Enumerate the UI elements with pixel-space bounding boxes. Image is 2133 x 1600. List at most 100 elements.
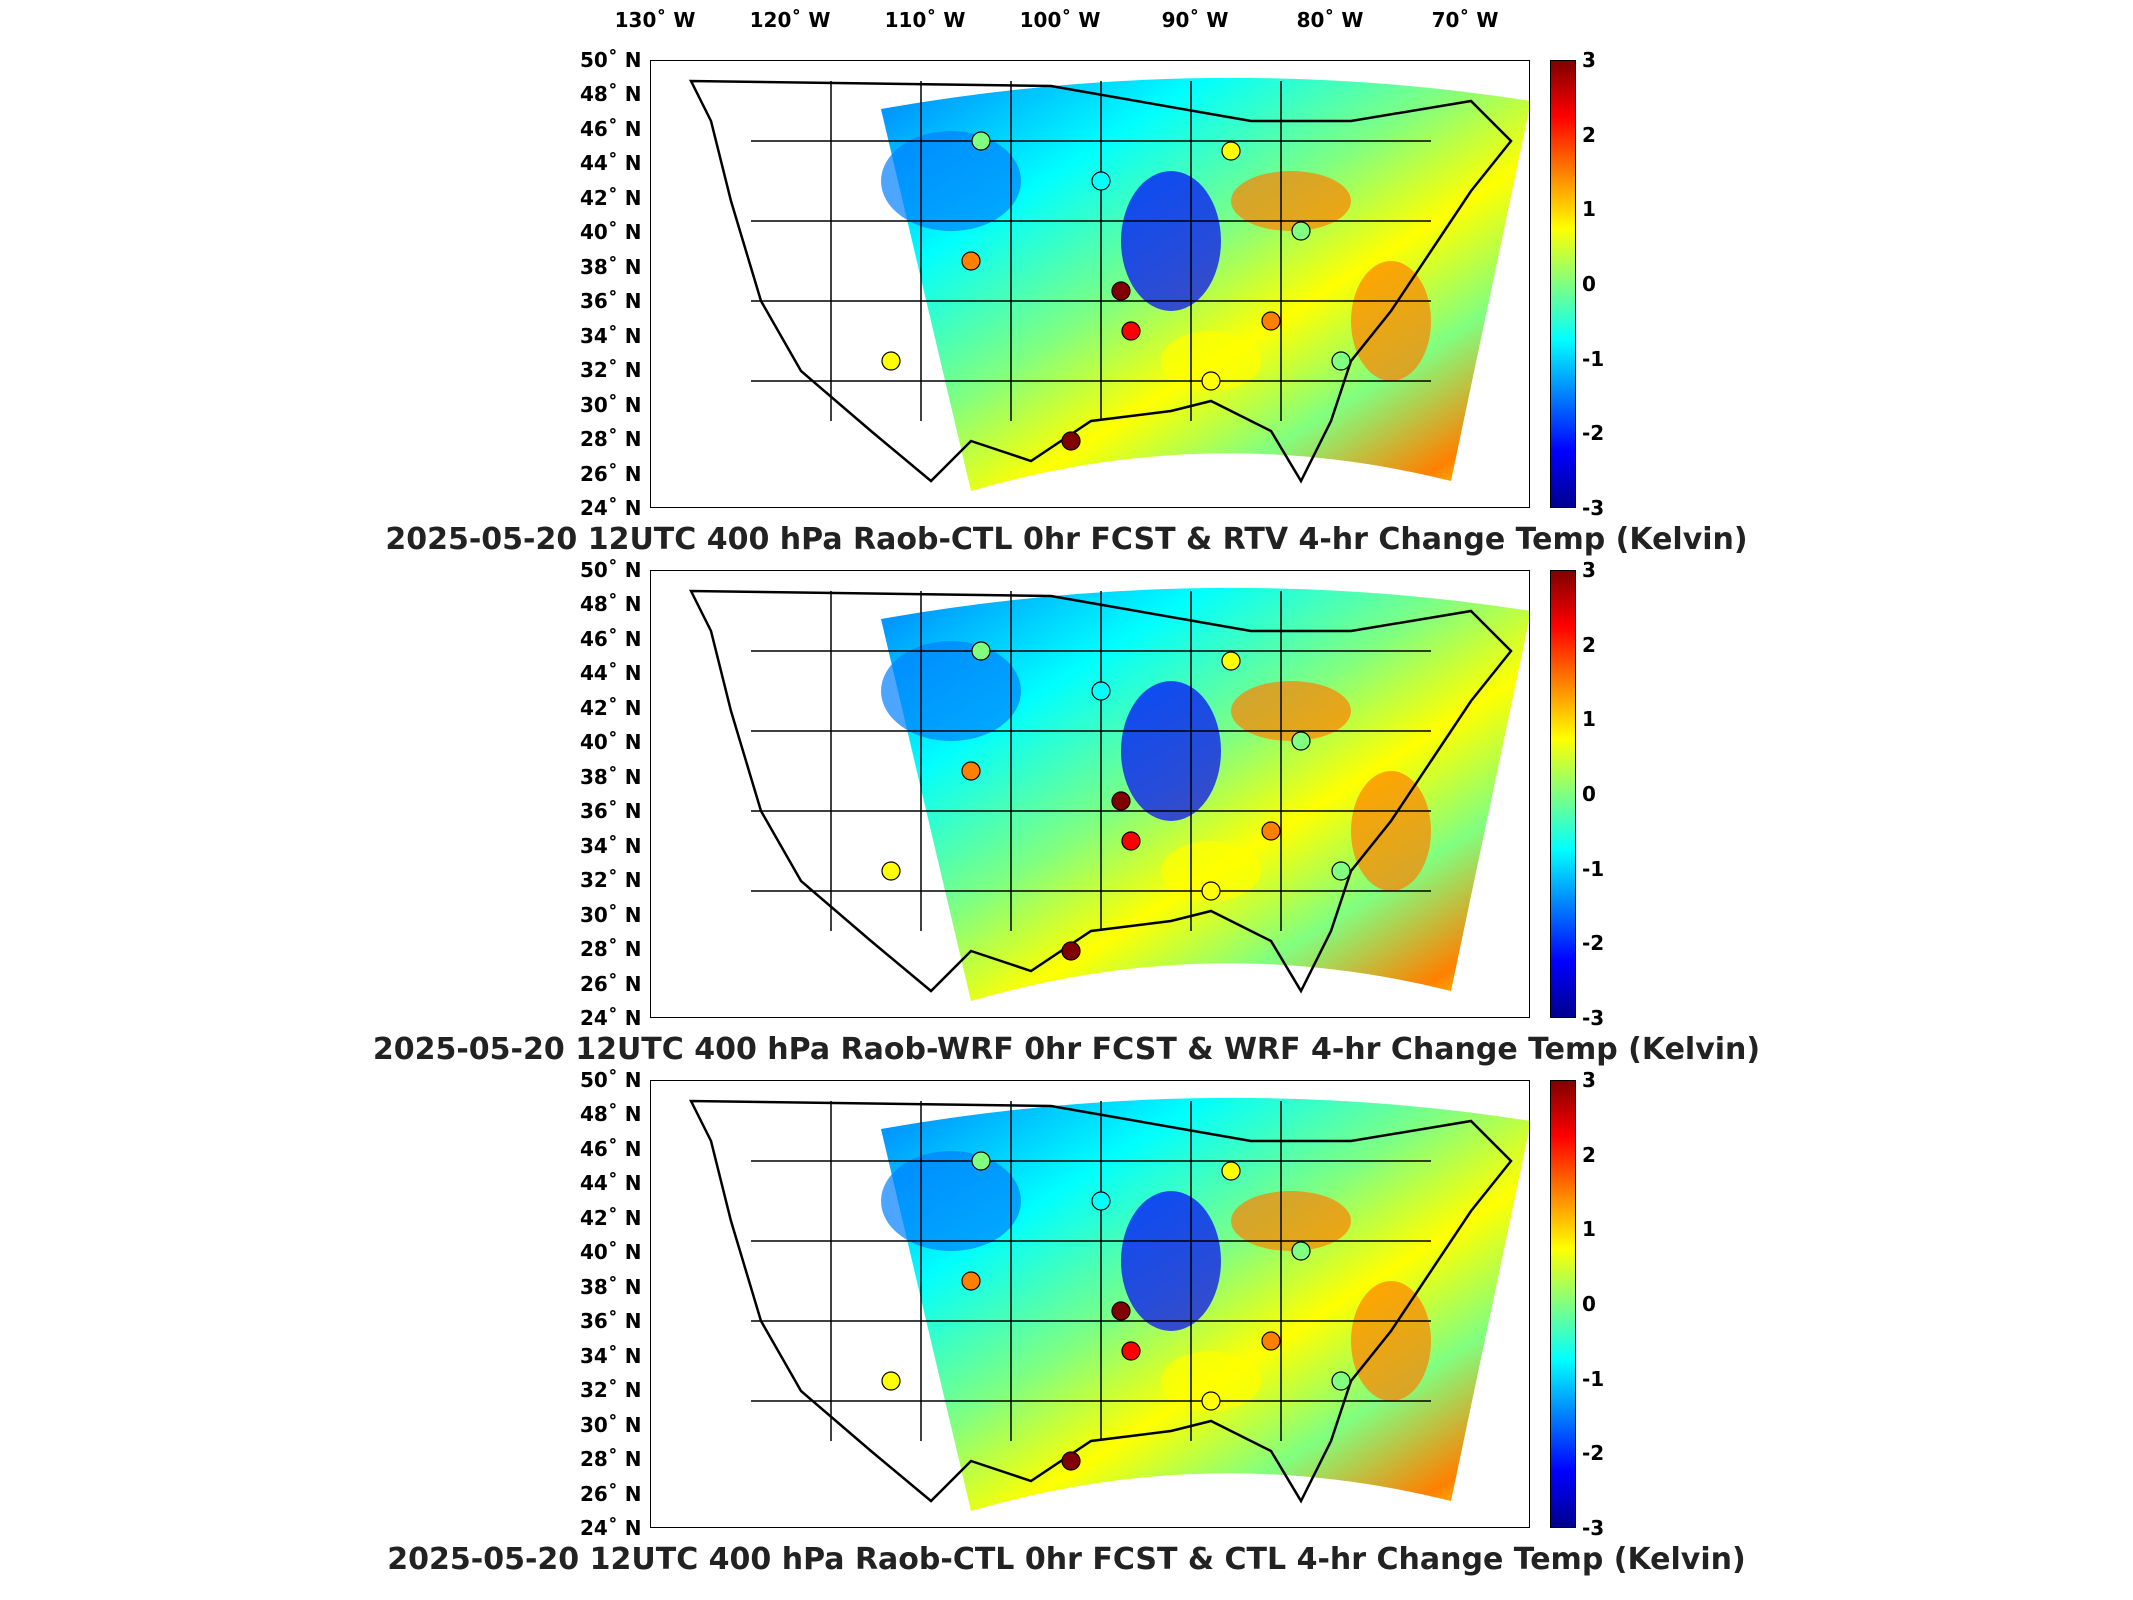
lat-label: 26˚ N: [580, 461, 642, 486]
panel-caption: 2025-05-20 12UTC 400 hPa Raob-WRF 0hr FC…: [372, 1032, 1761, 1067]
raob-station-marker: [1121, 831, 1141, 851]
raob-station-marker: [1261, 1331, 1281, 1351]
raob-station-marker: [1061, 431, 1081, 451]
lat-label: 28˚ N: [580, 427, 642, 452]
raob-station-marker: [1221, 651, 1241, 671]
colorbar-tick: -1: [1582, 1366, 1605, 1391]
field-anomaly: [1161, 1351, 1261, 1411]
panel-caption: 2025-05-20 12UTC 400 hPa Raob-CTL 0hr FC…: [387, 1542, 1746, 1577]
lat-label: 32˚ N: [580, 1378, 642, 1403]
lat-label: 50˚ N: [580, 1068, 642, 1092]
raob-station-marker: [1331, 1371, 1351, 1391]
field-anomaly: [1161, 841, 1261, 901]
lat-label: 44˚ N: [580, 1171, 642, 1196]
colorbar: [1550, 570, 1576, 1018]
colorbar-tick: -2: [1582, 421, 1605, 446]
colorbar-tick: 1: [1582, 197, 1596, 222]
lat-label: 46˚ N: [580, 116, 642, 141]
coastline-outline: [688, 589, 1513, 994]
colorbar-tick: -3: [1582, 1006, 1605, 1030]
field-anomaly: [881, 131, 1021, 231]
lat-label: 36˚ N: [580, 289, 642, 314]
map-panel-3: 50˚ N 48˚ N 46˚ N 44˚ N 42˚ N 40˚ N 38˚ N 36˚ N…: [0, 1068, 2133, 1600]
lat-label: 36˚ N: [580, 799, 642, 824]
field-anomaly: [1161, 331, 1261, 391]
lat-label: 40˚ N: [580, 1240, 642, 1265]
colorbar: [1550, 1080, 1576, 1528]
lon-label: 120˚ W: [749, 8, 831, 32]
raob-station-marker: [971, 1151, 991, 1171]
colorbar-tick: 1: [1582, 1217, 1596, 1242]
raob-station-marker: [1221, 1161, 1241, 1181]
colorbar-tick: 0: [1582, 272, 1596, 296]
lon-label: 80˚ W: [1296, 8, 1364, 32]
lat-label: 46˚ N: [580, 1136, 642, 1161]
map-panel-2: 50˚ N 48˚ N 46˚ N 44˚ N 42˚ N 40˚ N 38˚ N 36˚ N…: [0, 558, 2133, 1090]
lat-label: 50˚ N: [580, 48, 642, 72]
raob-station-marker: [1111, 281, 1131, 301]
map-frame: [650, 1080, 1530, 1528]
colorbar-tick: 3: [1582, 1068, 1596, 1092]
colorbar-tick: 0: [1582, 1292, 1596, 1316]
raob-station-marker: [1261, 821, 1281, 841]
raob-station-marker: [1061, 941, 1081, 961]
field-anomaly: [881, 641, 1021, 741]
colorbar-tick: 2: [1582, 632, 1596, 657]
raob-station-marker: [881, 1371, 901, 1391]
lat-label: 42˚ N: [580, 185, 642, 210]
raob-station-marker: [1121, 1341, 1141, 1361]
raob-station-marker: [1201, 371, 1221, 391]
colorbar-tick: -1: [1582, 346, 1605, 371]
lat-label: 38˚ N: [580, 254, 642, 279]
field-anomaly: [1231, 681, 1351, 741]
lat-label: 42˚ N: [580, 1205, 642, 1230]
coastline-outline: [688, 79, 1513, 484]
lat-label: 42˚ N: [580, 695, 642, 720]
map-frame: [650, 570, 1530, 1018]
colorbar-tick: -2: [1582, 931, 1605, 956]
colorbar-tick: -1: [1582, 856, 1605, 881]
panel-caption: 2025-05-20 12UTC 400 hPa Raob-CTL 0hr FC…: [385, 522, 1748, 557]
lat-label: 34˚ N: [580, 833, 642, 858]
lat-label: 32˚ N: [580, 358, 642, 383]
raob-station-marker: [1091, 171, 1111, 191]
lon-label: 100˚ W: [1019, 8, 1101, 32]
map-panel-1: 50˚ N 48˚ N 46˚ N 44˚ N 42˚ N 40˚ N 38˚ N 36˚ N…: [0, 48, 2133, 580]
raob-station-marker: [881, 351, 901, 371]
lat-label: 34˚ N: [580, 1343, 642, 1368]
lat-label: 24˚ N: [580, 1006, 642, 1030]
raob-station-marker: [1291, 731, 1311, 751]
lat-label: 28˚ N: [580, 937, 642, 962]
lat-label: 50˚ N: [580, 558, 642, 582]
lon-label: 90˚ W: [1161, 8, 1229, 32]
raob-station-marker: [961, 251, 981, 271]
field-anomaly: [1121, 1191, 1221, 1331]
field-anomaly: [1121, 681, 1221, 821]
raob-station-marker: [1291, 1241, 1311, 1261]
colorbar-tick: -3: [1582, 496, 1605, 520]
lat-label: 40˚ N: [580, 730, 642, 755]
lat-label: 46˚ N: [580, 626, 642, 651]
map-frame: [650, 60, 1530, 508]
lat-label: 36˚ N: [580, 1309, 642, 1334]
field-anomaly: [1351, 1281, 1431, 1401]
lat-label: 24˚ N: [580, 1516, 642, 1540]
lon-label: 70˚ W: [1431, 8, 1499, 32]
coastline-outline: [688, 1099, 1513, 1504]
field-anomaly: [881, 1151, 1021, 1251]
raob-station-marker: [1201, 1391, 1221, 1411]
lat-label: 28˚ N: [580, 1447, 642, 1472]
raob-station-marker: [881, 861, 901, 881]
raob-station-marker: [1111, 1301, 1131, 1321]
lat-label: 38˚ N: [580, 1274, 642, 1299]
field-anomaly: [1231, 171, 1351, 231]
raob-station-marker: [1221, 141, 1241, 161]
lat-label: 48˚ N: [580, 1102, 642, 1127]
raob-station-marker: [1061, 1451, 1081, 1471]
field-anomaly: [1231, 1191, 1351, 1251]
raob-station-marker: [971, 641, 991, 661]
lat-label: 32˚ N: [580, 868, 642, 893]
raob-station-marker: [1261, 311, 1281, 331]
colorbar-tick: 3: [1582, 558, 1596, 582]
lat-label: 26˚ N: [580, 971, 642, 996]
